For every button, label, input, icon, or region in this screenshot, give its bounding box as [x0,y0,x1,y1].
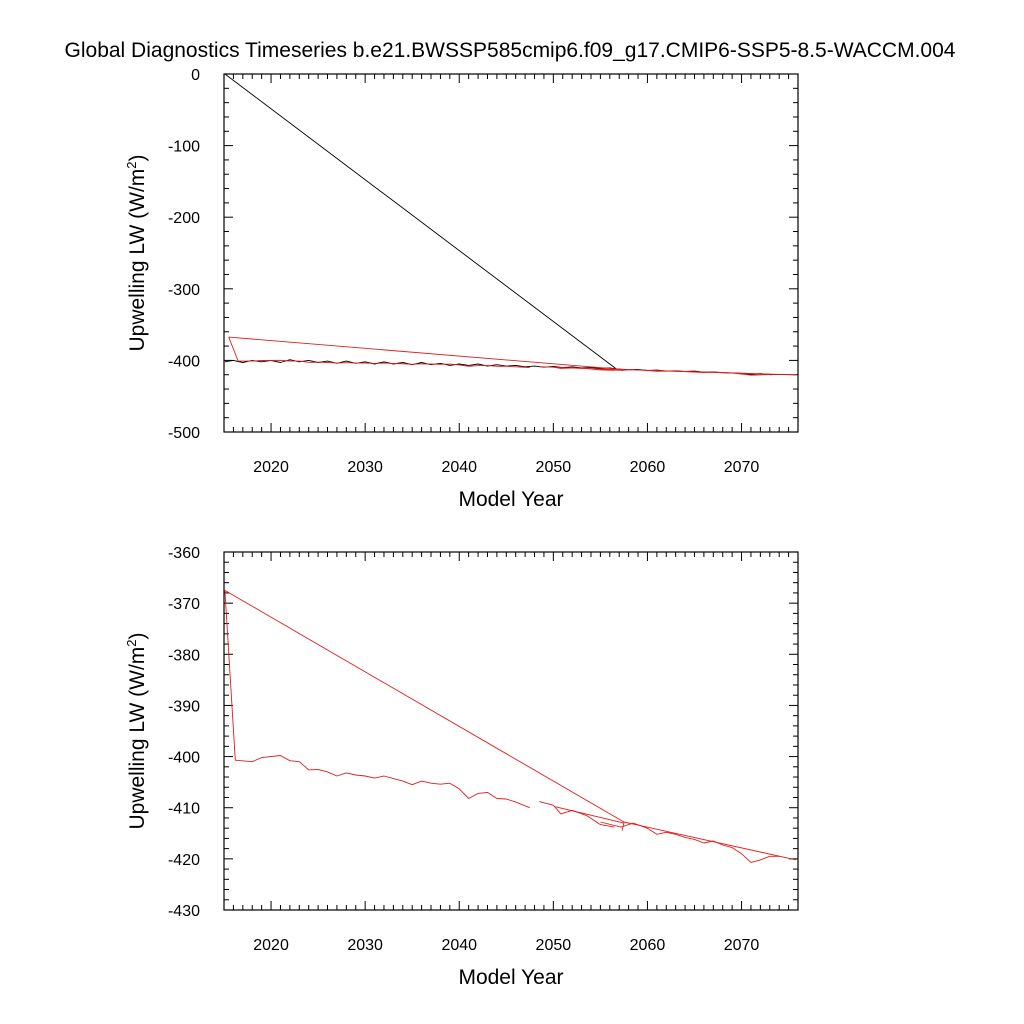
series-line-0 [224,590,530,809]
y-tick-label: -410 [168,801,200,818]
series-line-6 [228,336,797,376]
y-tick-label: -100 [168,139,200,156]
x-tick-label: 2060 [630,937,666,954]
y-tick-label: -420 [168,852,200,869]
top-timeseries-panel: 2020 2030 2040 2050 2060 2070 0 -100 -200 -300 -40… [124,67,799,511]
y-tick-label: -430 [168,903,200,920]
y-tick-label: -400 [168,750,200,767]
series-line-1 [539,801,615,828]
x-tick-label: 2040 [441,937,477,954]
x-axis-label: Model Year [458,488,563,511]
series-line-2 [555,806,625,831]
y-tick-label: -380 [168,647,200,664]
x-tick-label: 2020 [253,459,289,476]
x-tick-label: 2040 [441,459,477,476]
plot-frame [223,73,799,433]
bottom-timeseries-panel: 2020 2030 2040 2050 2060 2070 -360 -370 -380 -390… [124,545,799,989]
series-line-4 [224,590,797,861]
x-tick-label: 2030 [347,459,383,476]
x-tick-label: 2070 [724,459,760,476]
x-tick-label: 2020 [253,937,289,954]
y-tick-label: -390 [168,698,200,715]
series-line-0 [224,73,617,370]
y-tick-label: -400 [168,353,200,370]
y-axis-label: Upwelling LW (W/m2) [124,154,149,351]
y-axis-label: Upwelling LW (W/m2) [124,632,149,829]
x-tick-label: 2030 [347,937,383,954]
y-tick-label: 0 [191,67,200,84]
series-line-2 [228,336,530,369]
y-tick-label: -500 [168,425,200,442]
figure-title: Global Diagnostics Timeseries b.e21.BWSS… [65,39,956,62]
y-tick-label: -360 [168,545,200,562]
x-tick-label: 2070 [724,937,760,954]
series-line-3 [600,821,780,863]
x-axis-label: Model Year [458,966,563,989]
x-tick-label: 2060 [630,459,666,476]
y-tick-label: -370 [168,596,200,613]
plot-frame [223,551,799,911]
x-tick-label: 2050 [536,459,572,476]
y-tick-label: -200 [168,210,200,227]
y-tick-label: -300 [168,282,200,299]
x-tick-label: 2050 [536,937,572,954]
